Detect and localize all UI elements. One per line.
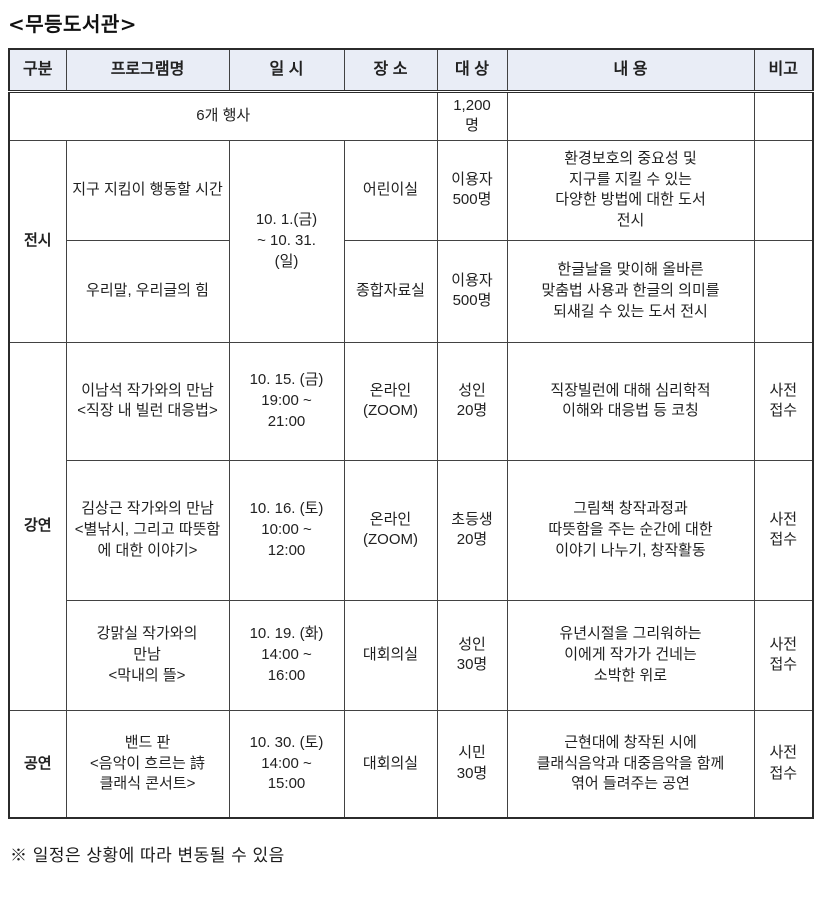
datetime-cell: 10. 30. (토) 14:00 ~ 15:00: [228, 709, 345, 819]
note-cell: 사전 접수: [753, 709, 814, 819]
program-cell: 이남석 작가와의 만남 <직장 내 빌런 대응법>: [65, 341, 230, 461]
content-cell: 유년시절을 그리워하는 이에게 작가가 건네는 소박한 위로: [506, 599, 755, 711]
datetime-cell: 10. 16. (토) 10:00 ~ 12:00: [228, 459, 345, 601]
note-cell: 사전 접수: [753, 341, 814, 461]
place-cell: 종합자료실: [343, 239, 438, 343]
note-cell: 사전 접수: [753, 459, 814, 601]
table-row: 강연 이남석 작가와의 만남 <직장 내 빌런 대응법> 10. 15. (금)…: [8, 341, 814, 711]
table-header-row: 구분 프로그램명 일 시 장 소 대 상 내 용 비고: [8, 48, 814, 93]
header-note: 비고: [753, 48, 814, 93]
header-target: 대 상: [436, 48, 508, 93]
place-cell: 온라인 (ZOOM): [343, 341, 438, 461]
header-program: 프로그램명: [65, 48, 230, 93]
schedule-change-footnote: ※ 일정은 상황에 따라 변동될 수 있음: [10, 846, 285, 866]
place-cell: 대회의실: [343, 709, 438, 819]
place-cell: 대회의실: [343, 599, 438, 711]
content-cell: 그림책 창작과정과 따뜻함을 주는 순간에 대한 이야기 나누기, 창작활동: [506, 459, 755, 601]
document-page: <무등도서관> 구분 프로그램명 일 시 장 소 대 상 내 용 비고 6: [0, 8, 820, 923]
datetime-cell: 10. 15. (금) 19:00 ~ 21:00: [228, 341, 345, 461]
summary-events-cell: 6개 행사: [8, 90, 438, 141]
target-cell: 이용자 500명: [436, 139, 508, 241]
header-content: 내 용: [506, 48, 755, 93]
program-cell: 지구 지킴이 행동할 시간: [65, 139, 230, 241]
place-cell: 온라인 (ZOOM): [343, 459, 438, 601]
summary-note-cell: [753, 90, 814, 141]
note-cell: [753, 239, 814, 343]
datetime-cell: 10. 1.(금) ~ 10. 31. (일): [228, 139, 345, 343]
place-cell: 어린이실: [343, 139, 438, 241]
summary-target-cell: 1,200 명: [436, 90, 508, 141]
target-cell: 성인 30명: [436, 599, 508, 711]
note-cell: 사전 접수: [753, 599, 814, 711]
header-category: 구분: [8, 48, 67, 93]
summary-row: 6개 행사 1,200 명: [8, 90, 814, 141]
program-schedule-table: 구분 프로그램명 일 시 장 소 대 상 내 용 비고 6개 행사 1,200 …: [8, 48, 814, 820]
table-row: 김상근 작가와의 만남 <별낚시, 그리고 따뜻함에 대한 이야기> 10. 1…: [9, 459, 814, 601]
page-title: <무등도서관>: [8, 12, 138, 36]
content-cell: 환경보호의 중요성 및 지구를 지킬 수 있는 다양한 방법에 대한 도서 전시: [506, 139, 755, 241]
summary-content-cell: [506, 90, 755, 141]
program-cell: 김상근 작가와의 만남 <별낚시, 그리고 따뜻함에 대한 이야기>: [65, 459, 230, 601]
program-cell: 밴드 판 <음악이 흐르는 詩 클래식 콘서트>: [65, 709, 230, 819]
datetime-cell: 10. 19. (화) 14:00 ~ 16:00: [228, 599, 345, 711]
category-cell: 전시: [8, 139, 67, 343]
header-place: 장 소: [343, 48, 438, 93]
target-cell: 시민 30명: [436, 709, 508, 819]
table-row: 강맑실 작가와의 만남 <막내의 뜰> 10. 19. (화) 14:00 ~ …: [9, 599, 814, 711]
program-cell: 우리말, 우리글의 힘: [65, 239, 230, 343]
note-cell: [753, 139, 814, 241]
category-cell: 강연: [8, 341, 67, 711]
table-row: 공연 밴드 판 <음악이 흐르는 詩 클래식 콘서트> 10. 30. (토) …: [8, 709, 814, 819]
target-cell: 초등생 20명: [436, 459, 508, 601]
target-cell: 성인 20명: [436, 341, 508, 461]
header-datetime: 일 시: [228, 48, 345, 93]
content-cell: 한글날을 맞이해 올바른 맞춤법 사용과 한글의 의미를 되새길 수 있는 도서…: [506, 239, 755, 343]
content-cell: 근현대에 창작된 시에 클래식음악과 대중음악을 함께 엮어 들려주는 공연: [506, 709, 755, 819]
category-cell: 공연: [8, 709, 67, 819]
content-cell: 직장빌런에 대해 심리학적 이해와 대응법 등 코칭: [506, 341, 755, 461]
table-row: 우리말, 우리글의 힘 종합자료실 이용자 500명 한글날을 맞이해 올바른 …: [9, 239, 814, 343]
target-cell: 이용자 500명: [436, 239, 508, 343]
program-cell: 강맑실 작가와의 만남 <막내의 뜰>: [65, 599, 230, 711]
table-row: 전시 지구 지킴이 행동할 시간 10. 1.(금) ~ 10. 31. (일)…: [8, 139, 814, 343]
